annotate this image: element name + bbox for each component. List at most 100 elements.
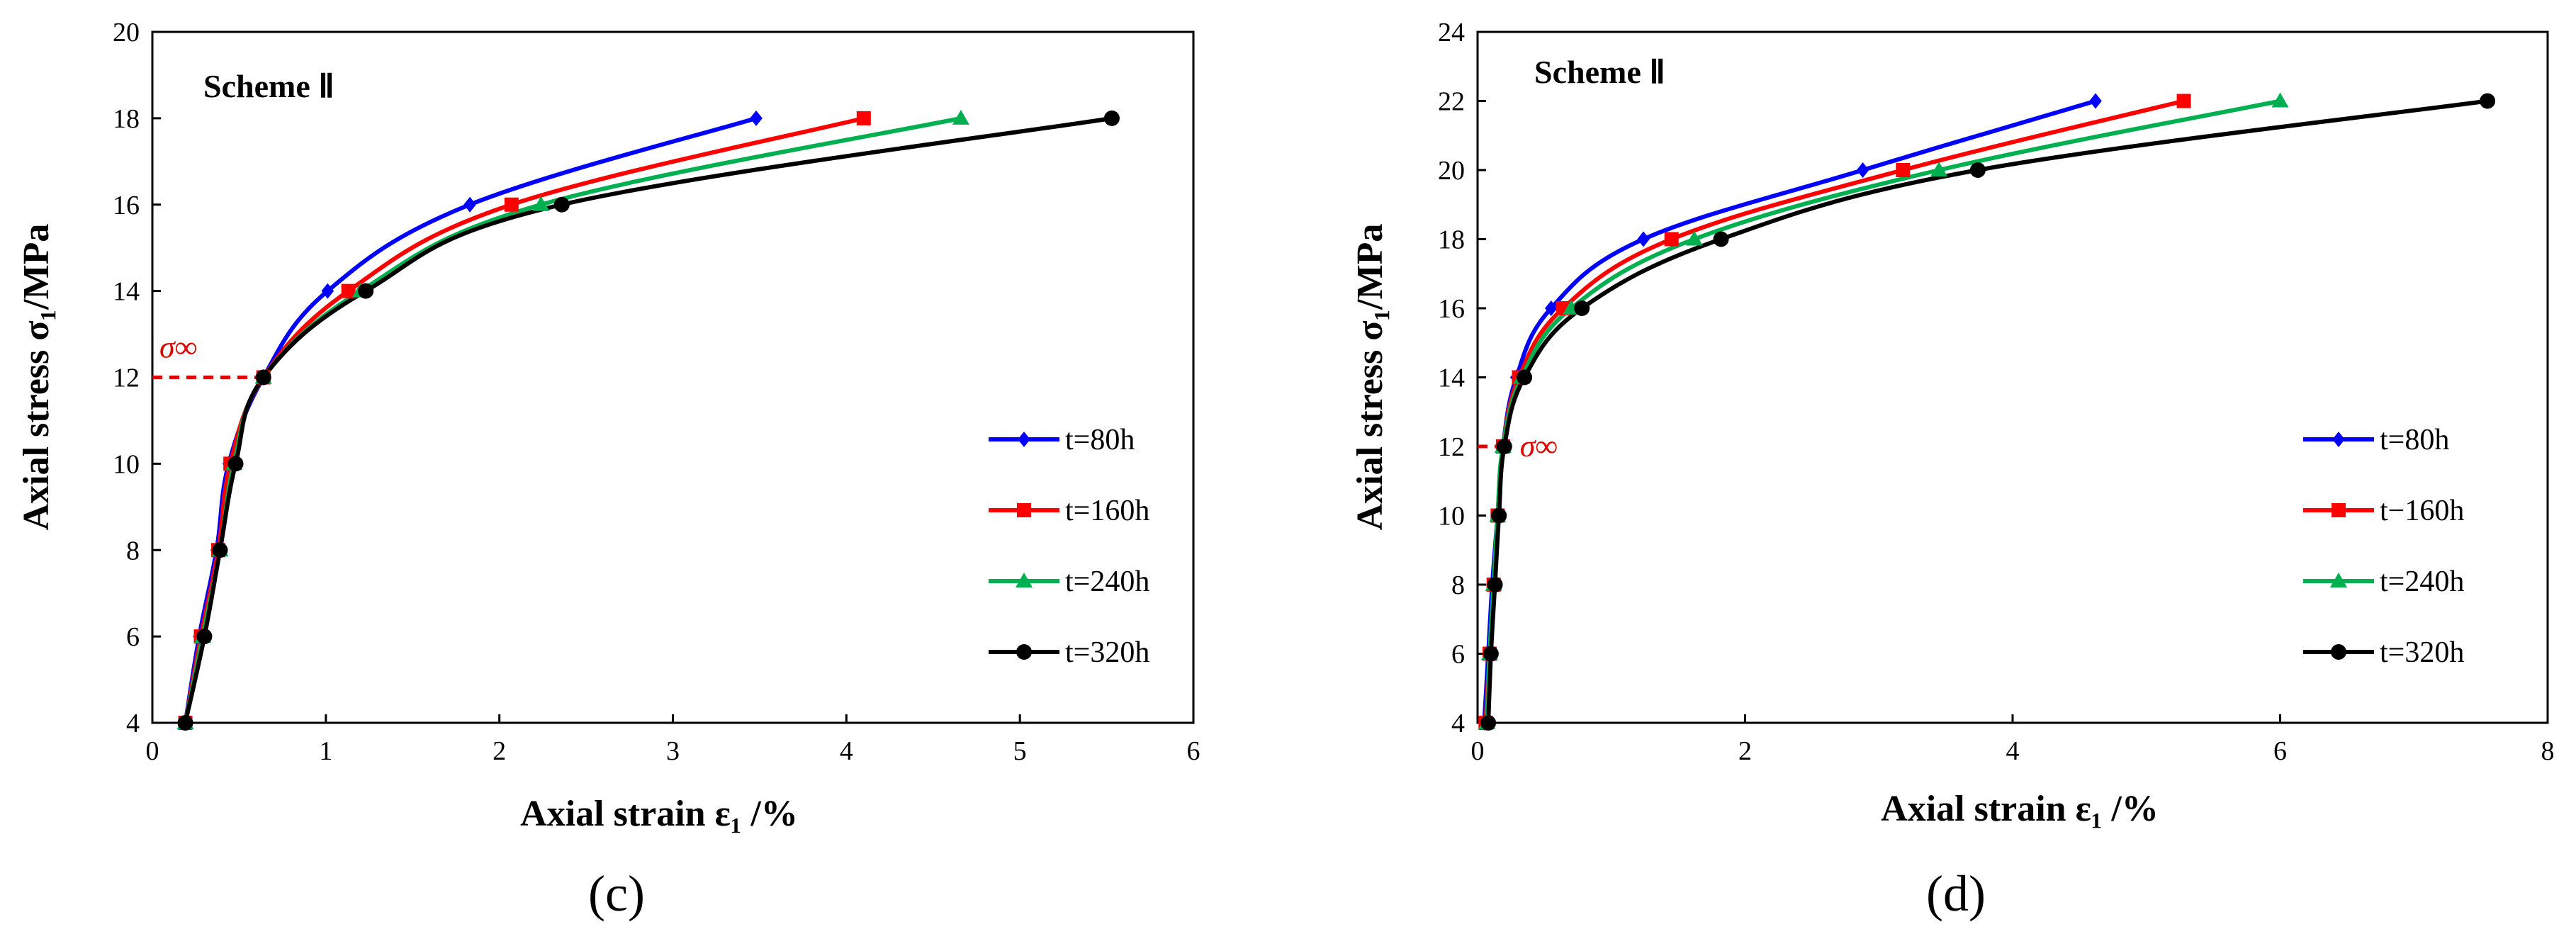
y-tick-label: 16 — [113, 191, 140, 220]
legend-label: t=240h — [2380, 566, 2464, 598]
data-point — [1483, 646, 1499, 662]
legend-marker — [1016, 644, 1032, 660]
data-point — [196, 629, 213, 645]
y-tick-label: 14 — [113, 277, 140, 307]
data-point — [553, 196, 570, 213]
x-tick-label: 2 — [1738, 736, 1752, 766]
y-tick-label: 18 — [113, 104, 140, 134]
x-tick-label: 0 — [1471, 736, 1485, 766]
legend-item: t−160h — [2303, 495, 2464, 527]
legend-label: t−160h — [2380, 495, 2464, 527]
y-tick-label: 10 — [1438, 502, 1465, 531]
legend-marker — [2332, 432, 2345, 447]
legend-item: t=320h — [2303, 636, 2464, 669]
legend-label: t=80h — [2380, 424, 2449, 456]
data-point — [1487, 577, 1503, 592]
legend-marker — [2332, 503, 2346, 517]
scheme-title-d: Scheme Ⅱ — [1534, 54, 1665, 90]
legend-item: t=80h — [2303, 424, 2449, 456]
y-tick-label: 20 — [113, 18, 140, 47]
legend-marker — [2331, 644, 2346, 660]
y-tick-label: 22 — [1438, 87, 1465, 117]
data-point — [1574, 300, 1590, 316]
data-point — [1480, 715, 1497, 731]
data-point — [1491, 507, 1507, 524]
data-point — [2271, 92, 2289, 108]
x-axis-title-d: Axial strain ε₁ /% — [1881, 789, 2159, 829]
x-tick-label: 6 — [2273, 736, 2287, 766]
caption-d: (d) — [1926, 865, 1986, 922]
data-point — [1713, 231, 1729, 247]
plot-area-c — [151, 30, 1195, 724]
y-tick-label: 4 — [126, 709, 140, 738]
data-point — [1896, 163, 1911, 177]
x-tick-label: 5 — [1013, 736, 1027, 766]
data-point — [2480, 93, 2496, 109]
data-point — [177, 715, 193, 731]
data-point — [212, 542, 228, 558]
sigma-infinity-label: σ∞ — [1520, 429, 1558, 463]
data-point — [952, 109, 969, 125]
legend-label: t=320h — [2380, 636, 2464, 669]
x-tick-label: 1 — [319, 736, 332, 766]
y-tick-label: 8 — [126, 536, 140, 566]
y-tick-label: 14 — [1438, 364, 1465, 393]
y-axis-title-c: Axial stress σ₁/MPa — [16, 224, 57, 531]
caption-c: (c) — [588, 865, 645, 922]
legend-label: t=240h — [1065, 566, 1149, 598]
legend-item: t=320h — [989, 636, 1149, 669]
x-tick-label: 2 — [493, 736, 506, 766]
x-tick-label: 8 — [2541, 736, 2555, 766]
data-point — [504, 197, 519, 212]
legend-marker — [1018, 432, 1030, 447]
data-point — [532, 196, 550, 211]
data-point — [463, 196, 476, 213]
data-point — [341, 283, 356, 298]
x-tick-label: 4 — [2006, 736, 2020, 766]
scheme-title-c: Scheme Ⅱ — [203, 68, 334, 104]
x-tick-label: 6 — [1187, 736, 1200, 766]
data-point — [321, 283, 334, 299]
legend-marker — [2330, 573, 2347, 587]
data-point — [358, 283, 374, 299]
y-axis-title-d: Axial stress σ₁/MPa — [1350, 224, 1390, 531]
x-tick-label: 3 — [666, 736, 680, 766]
data-point — [2089, 93, 2102, 109]
data-point — [227, 456, 244, 472]
y-tick-label: 20 — [1438, 156, 1465, 186]
sigma-infinity-label: σ∞ — [159, 330, 197, 365]
legend-marker — [1017, 503, 1031, 517]
legend-item: t=240h — [989, 566, 1149, 598]
y-tick-label: 24 — [1438, 18, 1465, 47]
data-point — [1517, 369, 1533, 386]
data-point — [856, 111, 871, 125]
y-tick-label: 4 — [1451, 709, 1465, 738]
y-tick-label: 6 — [126, 622, 140, 652]
data-point — [2176, 94, 2191, 108]
data-point — [1545, 300, 1558, 316]
x-axis-title-c: Axial strain ε₁ /% — [520, 794, 798, 834]
data-point — [1930, 162, 1948, 176]
legend-label: t=80h — [1065, 424, 1135, 456]
x-tick-label: 0 — [146, 736, 159, 766]
y-tick-label: 6 — [1451, 640, 1465, 670]
data-point — [1664, 232, 1679, 247]
data-point — [1685, 230, 1703, 246]
series-line-t320h — [183, 116, 1114, 725]
legend-item: t=80h — [989, 424, 1135, 456]
data-point — [750, 110, 763, 126]
y-tick-label: 10 — [113, 449, 140, 479]
y-tick-label: 8 — [1451, 570, 1465, 600]
y-tick-label: 12 — [113, 364, 140, 393]
y-tick-label: 16 — [1438, 294, 1465, 324]
y-tick-label: 18 — [1438, 225, 1465, 255]
legend-item: t=240h — [2303, 566, 2464, 598]
legend-marker — [1016, 573, 1033, 587]
data-point — [1969, 162, 1986, 178]
legend-item: t=160h — [989, 495, 1149, 527]
data-point — [255, 369, 271, 386]
